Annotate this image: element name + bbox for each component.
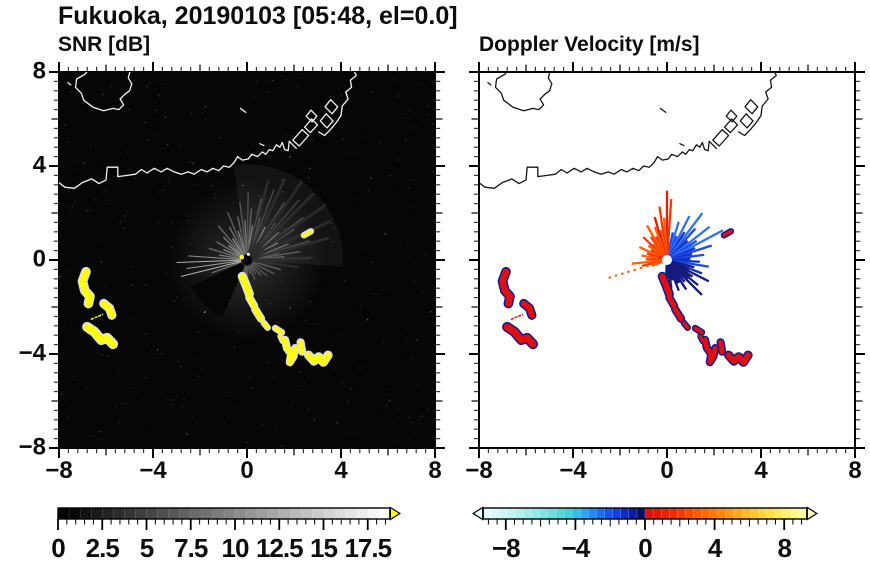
radar-center	[657, 255, 672, 265]
y-tick-label: −8	[18, 433, 46, 461]
vel-colorbar-label: −4	[561, 533, 591, 563]
vel-colorbar-over-arrow	[806, 506, 818, 521]
x-tick-label: −8	[465, 457, 493, 484]
x-tick-label: 4	[334, 457, 348, 484]
x-tick-label: 8	[848, 457, 862, 484]
snr-panel-title: SNR [dB]	[58, 33, 151, 56]
vel-colorbar-label: −8	[491, 533, 521, 563]
coastline	[59, 72, 357, 189]
vel-colorbar-label: 0	[638, 533, 653, 563]
vel-colorbar-label: 4	[707, 533, 723, 563]
y-tick-label: 8	[32, 57, 46, 85]
velocity-panel-title: Doppler Velocity [m/s]	[479, 33, 700, 56]
x-tick-label: 4	[754, 457, 768, 484]
y-tick-label: 0	[32, 245, 46, 273]
velocity-plot	[479, 72, 777, 367]
snr-colorbar-label: 17.5	[344, 533, 392, 563]
x-tick-label: 0	[240, 457, 254, 484]
radar-center	[239, 252, 253, 266]
axis-ticks	[49, 62, 865, 458]
snr-colorbar-label: 12.5	[255, 533, 304, 563]
x-tick-label: −8	[45, 457, 73, 484]
snr-colorbar-label: 2.5	[85, 533, 120, 563]
snr-colorbar	[57, 506, 401, 530]
snr-colorbar-label: 15	[310, 533, 338, 563]
x-tick-label: 0	[660, 457, 674, 484]
x-tick-label: 8	[428, 457, 442, 484]
x-tick-label: −4	[559, 457, 587, 484]
vel-colorbar-under-arrow	[472, 506, 484, 521]
velocity-colorbar	[472, 506, 818, 530]
x-tick-label: −4	[139, 457, 167, 484]
figure-title: Fukuoka, 20190103 [05:48, el=0.0]	[58, 2, 458, 30]
snr-colorbar-label: 0	[51, 533, 66, 563]
snr-colorbar-label: 10	[221, 533, 250, 563]
clutter-rays	[176, 178, 331, 315]
snr-plot	[59, 72, 435, 448]
coastline	[479, 72, 777, 189]
y-tick-label: −4	[18, 339, 46, 367]
snr-colorbar-over-arrow	[389, 506, 401, 521]
echo-blobs	[77, 228, 333, 367]
ray-shadow-wedge	[190, 260, 247, 318]
vel-colorbar-label: 8	[777, 533, 792, 563]
snr-colorbar-label: 7.5	[174, 533, 208, 563]
snr-colorbar-label: 5	[139, 533, 155, 563]
echo-blobs	[497, 228, 753, 367]
y-tick-label: 4	[32, 151, 46, 179]
